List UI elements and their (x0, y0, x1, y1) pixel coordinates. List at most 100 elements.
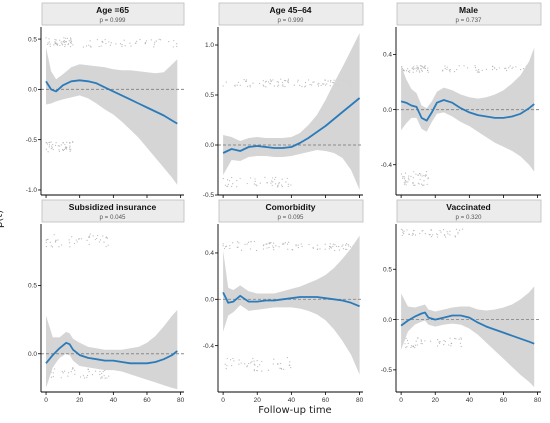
data-point (457, 233, 459, 235)
data-point (338, 245, 340, 248)
data-point (460, 337, 462, 339)
data-point (342, 248, 345, 250)
data-point (265, 86, 267, 88)
data-point (275, 245, 277, 247)
data-point (279, 367, 281, 369)
data-point (291, 249, 293, 251)
data-point (450, 345, 452, 347)
data-point (436, 345, 439, 347)
data-point (449, 337, 451, 339)
data-point (427, 69, 429, 71)
data-point (101, 372, 103, 375)
data-point (287, 185, 289, 188)
data-point (415, 340, 417, 342)
data-point (237, 246, 239, 248)
data-point (121, 45, 123, 47)
facet-title: Male (459, 5, 478, 15)
data-point (477, 71, 479, 73)
data-point (135, 40, 138, 42)
data-point (172, 46, 174, 48)
data-point (57, 145, 59, 147)
facet-title: Subsidized insurance (69, 202, 157, 212)
data-point (334, 249, 336, 252)
data-point (422, 184, 424, 186)
data-point (61, 44, 64, 46)
data-point (168, 41, 170, 43)
data-point (90, 46, 92, 48)
data-point (304, 81, 307, 84)
data-point (63, 41, 66, 44)
data-point (55, 39, 57, 41)
data-point (406, 339, 409, 342)
data-point (123, 39, 125, 41)
data-point (329, 81, 332, 83)
data-point (86, 239, 88, 241)
data-point (54, 38, 56, 41)
data-point (407, 70, 410, 73)
data-point (281, 184, 283, 186)
data-point (272, 363, 274, 365)
data-point (498, 67, 501, 69)
data-point (226, 365, 228, 367)
data-point (443, 340, 445, 342)
data-point (232, 357, 234, 360)
data-point (404, 343, 406, 345)
data-point (324, 79, 326, 81)
data-point (427, 177, 429, 179)
data-point (459, 229, 461, 231)
y-tick-label: 1.0 (205, 42, 214, 49)
confidence-band (46, 310, 178, 390)
data-point (446, 231, 448, 233)
data-point (414, 184, 416, 186)
data-point (333, 79, 335, 81)
x-tick-label: 80 (177, 397, 185, 404)
data-point (265, 80, 268, 82)
data-point (268, 246, 270, 249)
data-point (58, 246, 60, 248)
data-point (323, 83, 325, 85)
data-point (265, 243, 267, 245)
data-point (477, 70, 479, 72)
data-point (259, 182, 261, 184)
data-point (272, 181, 274, 183)
data-point (416, 337, 419, 339)
data-point (285, 181, 287, 183)
data-point (455, 228, 458, 230)
data-point (273, 249, 275, 251)
series-line (45, 341, 178, 365)
data-point (347, 243, 349, 246)
data-point (419, 178, 421, 181)
data-point (403, 181, 405, 183)
data-point (417, 174, 419, 177)
data-point (75, 239, 77, 241)
data-point (415, 173, 417, 175)
panel-4: Subsidized insurance p = 0.045 0.0 0.5 0 20 40… (28, 199, 185, 404)
x-tick-label: 20 (76, 397, 84, 404)
data-point (47, 43, 49, 45)
facet-title: Vaccinated (446, 202, 490, 212)
data-point (297, 247, 299, 249)
data-point (51, 246, 54, 248)
y-tick-label: 0.0 (28, 87, 37, 94)
data-point (316, 244, 319, 246)
data-point (230, 359, 232, 361)
facet-strip (396, 2, 542, 26)
data-point (287, 241, 290, 243)
data-point (405, 184, 407, 186)
data-point (420, 65, 423, 67)
data-point (88, 236, 90, 238)
data-point (290, 367, 292, 369)
data-point (274, 178, 276, 181)
data-point (61, 244, 63, 246)
data-point (405, 347, 407, 349)
data-point (408, 71, 411, 73)
data-point (425, 171, 428, 173)
data-point (297, 79, 299, 81)
data-point (317, 83, 319, 85)
x-tick-label: 40 (288, 397, 296, 404)
data-point (308, 243, 310, 246)
data-point (455, 338, 457, 340)
data-point (271, 180, 273, 182)
data-point (62, 149, 65, 151)
